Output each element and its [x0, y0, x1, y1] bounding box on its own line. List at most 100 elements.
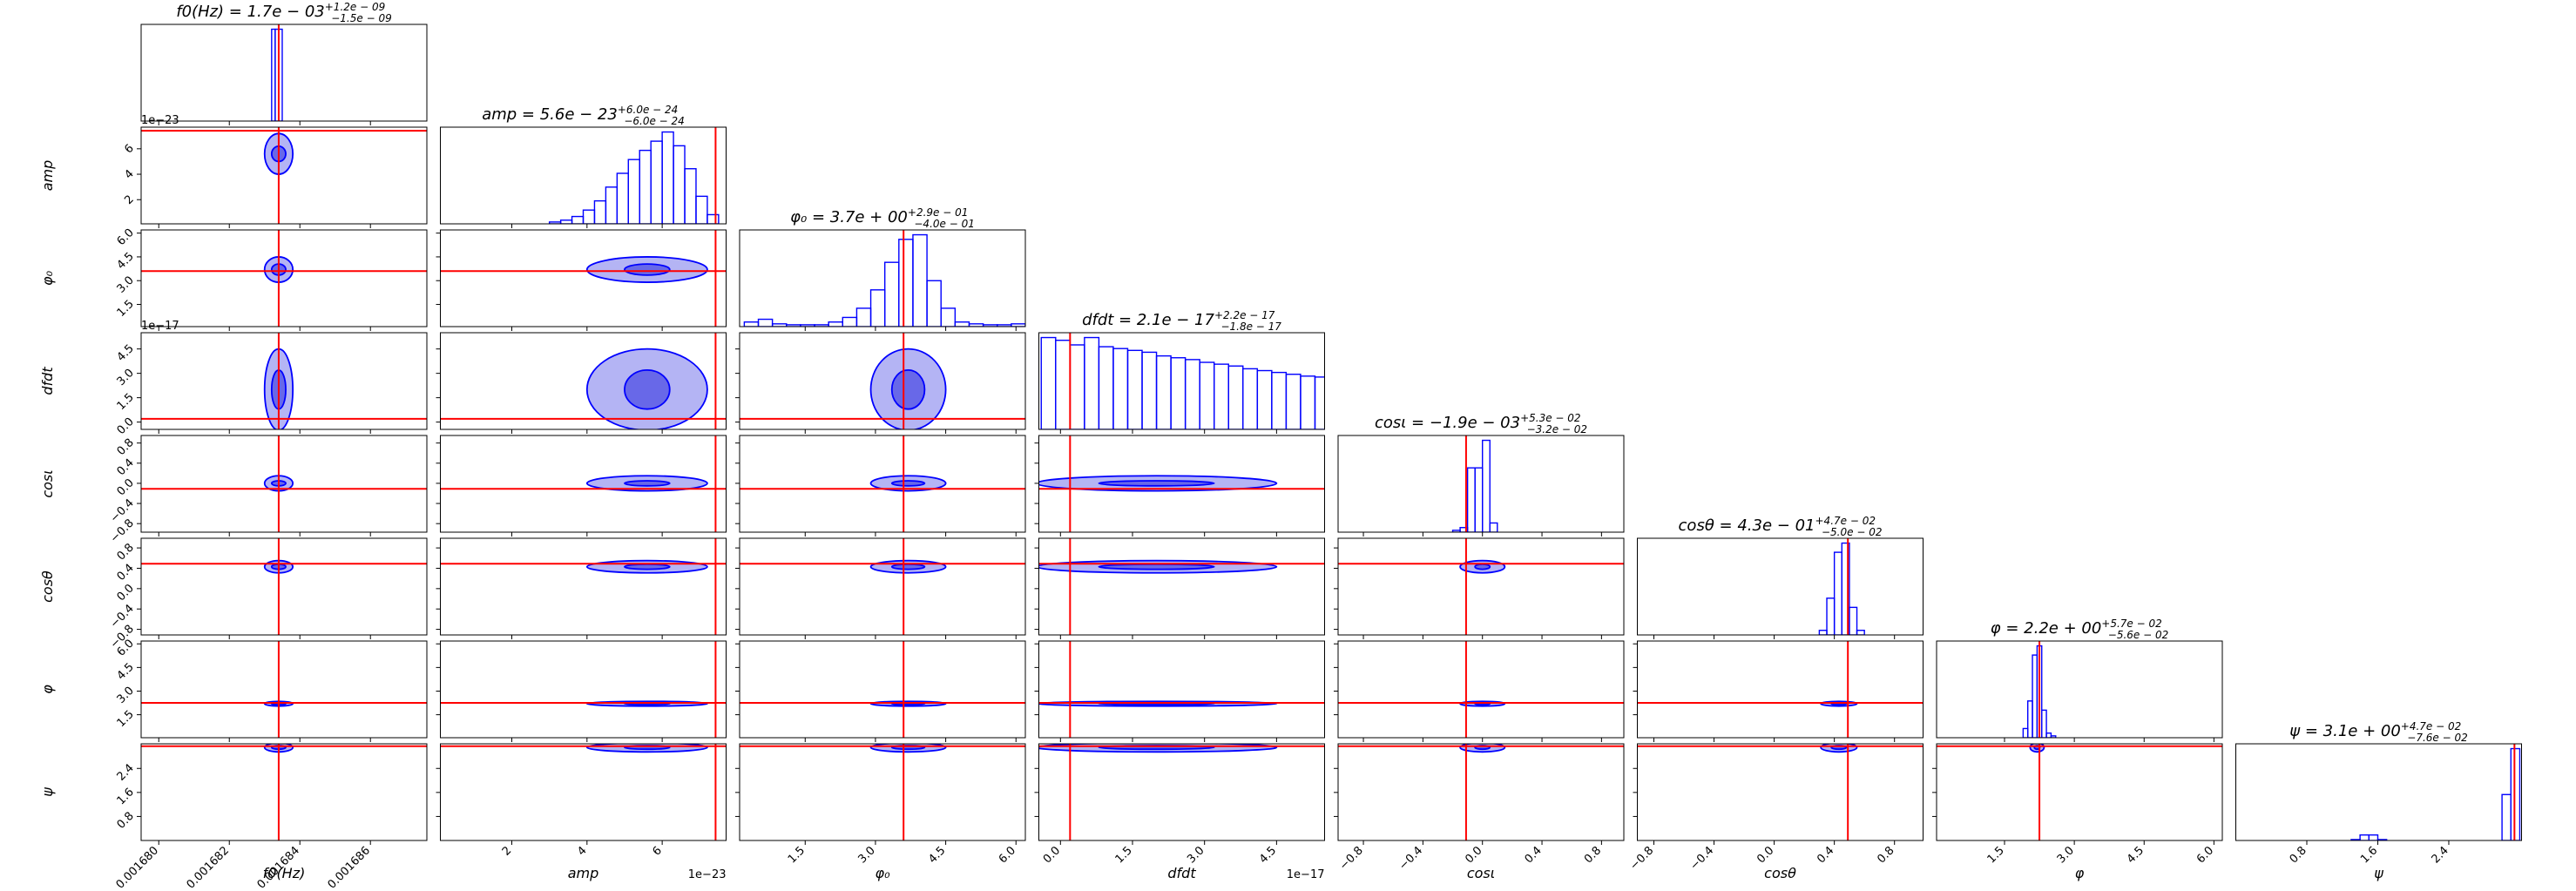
panel	[440, 641, 727, 738]
contour	[890, 369, 926, 410]
title-lower: −3.2e − 02	[1527, 423, 1587, 435]
hist-bar	[1849, 606, 1858, 635]
panel	[440, 333, 727, 429]
hist-bar	[1098, 346, 1114, 429]
panel	[548, 127, 720, 224]
panel	[740, 333, 1025, 429]
hist-bar	[1489, 522, 1498, 532]
x-tick-label: 4.5	[926, 844, 948, 866]
x-tick-label: 4	[575, 844, 589, 858]
x-tick-label: 2	[500, 844, 514, 858]
x-tick-label: 0.8	[1875, 844, 1897, 866]
panel	[141, 435, 427, 532]
hist-bar	[1214, 363, 1229, 429]
contour	[890, 563, 926, 570]
panel-frame	[1337, 640, 1625, 739]
y-tick-label: 1.5	[115, 708, 137, 730]
panel-frame	[140, 435, 428, 533]
y-offset-label: 1e−23	[141, 114, 179, 127]
hist-bar	[1256, 369, 1273, 429]
hist-bar	[593, 199, 607, 224]
panel-title: f0(Hz) = 1.7e − 03+1.2e − 09 −1.5e − 09	[176, 1, 391, 24]
title-lower: −6.0e − 24	[624, 115, 684, 127]
panel-title: amp = 5.6e − 23+6.0e − 24 −6.0e − 24	[482, 104, 685, 127]
hist-bar	[1474, 467, 1484, 532]
y-tick-label: 4	[122, 167, 136, 181]
contour	[624, 563, 671, 570]
hist-bar	[684, 168, 697, 224]
hist-bar	[954, 321, 970, 327]
panel-title: φ = 2.2e + 00+5.7e − 02 −5.6e − 02	[1991, 618, 2169, 641]
x-offset-label: 1e−17	[1287, 868, 1325, 881]
hist-bar	[2032, 654, 2038, 738]
panel-title: φ₀ = 3.7e + 00+2.9e − 01 −4.0e − 01	[790, 206, 975, 230]
panel-frame	[140, 229, 428, 327]
panel	[1338, 744, 1624, 840]
hist-bar	[1141, 351, 1158, 429]
panel	[2022, 641, 2057, 738]
hist-bar	[1285, 374, 1302, 429]
title-lower: −5.0e − 02	[1822, 526, 1882, 538]
title-lower: −4.0e − 01	[914, 218, 974, 230]
panel	[1637, 744, 1924, 840]
x-axis-label: f0(Hz)	[263, 865, 306, 881]
panel-frame	[739, 332, 1026, 430]
hist-bar	[559, 219, 573, 224]
hist-bar	[842, 316, 858, 327]
panel-frame	[739, 435, 1026, 533]
y-offset-label: 1e−17	[141, 320, 179, 333]
y-axis-label: φ₀	[39, 270, 56, 286]
x-tick-label: 1.6	[2358, 844, 2380, 866]
panel	[1818, 538, 1865, 635]
panel-frame	[1038, 332, 1325, 430]
panel-frame	[1038, 743, 1325, 841]
title-main: ψ = 3.1e + 00	[2289, 722, 2401, 740]
hist-bar	[869, 289, 886, 327]
panel-frame	[1337, 435, 1625, 533]
hist-bar	[1271, 371, 1288, 429]
title-upper: +5.3e − 02	[1520, 412, 1580, 424]
contour	[624, 369, 671, 410]
panel	[1040, 333, 1325, 429]
hist-bar	[650, 140, 663, 224]
panel	[740, 641, 1025, 738]
hist-bar	[661, 131, 674, 224]
panel-title: dfdt = 2.1e − 17+2.2e − 17 −1.8e − 17	[1082, 309, 1281, 333]
hist-bar	[605, 186, 619, 224]
hist-bar	[1040, 336, 1057, 429]
x-axis-label: dfdt	[1167, 865, 1196, 881]
x-axis-label: amp	[568, 865, 599, 881]
contour	[1098, 480, 1215, 487]
panel	[141, 230, 427, 327]
x-tick-label: 0.4	[1523, 844, 1545, 866]
panel-frame	[440, 229, 727, 327]
panel-title: cosι = −1.9e − 03+5.3e − 02 −3.2e − 02	[1375, 412, 1587, 435]
y-tick-label: 2	[122, 192, 136, 206]
title-upper: +2.9e − 01	[908, 206, 968, 219]
panel	[1038, 538, 1325, 635]
panel	[1451, 435, 1498, 532]
panel-title: ψ = 3.1e + 00+4.7e − 02 −7.6e − 02	[2289, 720, 2468, 744]
title-lower: −7.6e − 02	[2407, 732, 2467, 744]
title-lower: −5.6e − 02	[2108, 629, 2168, 641]
panel-frame	[140, 537, 428, 636]
panel	[1338, 641, 1624, 738]
panel-frame	[440, 332, 727, 430]
x-tick-label: 1.5	[1113, 844, 1135, 866]
panel	[743, 230, 1025, 327]
panel	[141, 744, 427, 840]
hist-bar	[1126, 349, 1143, 429]
hist-bar	[1112, 348, 1129, 429]
panel	[141, 538, 427, 635]
panel-frame	[2235, 743, 2522, 841]
panel	[1038, 435, 1325, 532]
hist-bar	[582, 209, 596, 224]
panel-frame	[739, 537, 1026, 636]
hist-bar	[757, 318, 774, 327]
hist-bar	[673, 145, 686, 224]
title-upper: +2.2e − 17	[1214, 309, 1275, 321]
hist-bar	[828, 321, 843, 327]
x-axis-label: ψ	[2374, 865, 2383, 881]
panel	[1038, 744, 1325, 840]
panel-frame	[140, 24, 428, 122]
